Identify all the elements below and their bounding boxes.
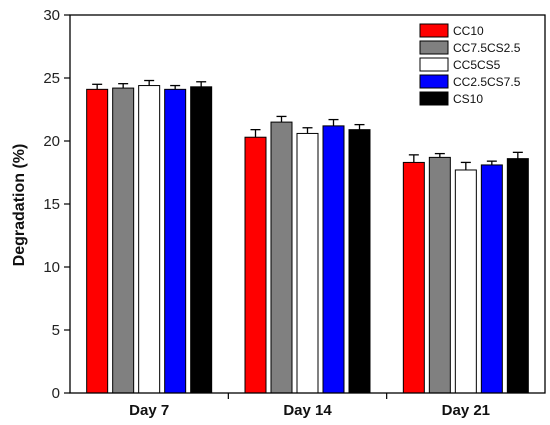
axes-layer: 0 5 10 15 20 25 30 Day 7 Day 14 Day 21 (43, 7, 546, 419)
y-tick-label: 20 (43, 133, 60, 150)
bars-layer (86, 79, 529, 394)
bar (244, 136, 267, 394)
legend-swatch (419, 40, 449, 55)
y-tick-label: 5 (52, 322, 60, 339)
bar (480, 164, 503, 394)
bar (296, 132, 319, 394)
legend-swatch (419, 74, 449, 89)
legend-label: CS10 (453, 92, 483, 106)
legend-swatch (419, 91, 449, 106)
bar (322, 125, 345, 394)
y-tick-label: 0 (52, 385, 60, 402)
x-tick-label: Day 14 (283, 402, 332, 419)
legend-swatch (419, 57, 449, 72)
bar (138, 85, 161, 394)
y-tick-label: 10 (43, 259, 60, 276)
legend: CC10 CC7.5CS2.5 CC5CS5 CC2.5CS7.5 CS10 (419, 23, 521, 106)
y-axis-title: Degradation (%) (11, 144, 28, 267)
bar (348, 129, 371, 394)
y-tick-label: 15 (43, 196, 60, 213)
bar (86, 88, 109, 394)
bar (112, 87, 135, 394)
legend-label: CC10 (453, 24, 484, 38)
x-tick-label: Day 7 (129, 402, 169, 419)
legend-swatch (419, 23, 449, 38)
x-tick-label: Day 21 (442, 402, 490, 419)
bar (190, 86, 213, 394)
bar (164, 88, 187, 394)
legend-label: CC2.5CS7.5 (453, 75, 521, 89)
bar (428, 156, 451, 394)
bar (402, 161, 425, 394)
legend-label: CC5CS5 (453, 58, 501, 72)
y-tick-label: 30 (43, 7, 60, 24)
legend-label: CC7.5CS2.5 (453, 41, 521, 55)
bar (270, 121, 293, 394)
y-tick-label: 25 (43, 70, 60, 87)
bar (454, 169, 477, 394)
bar (506, 158, 529, 394)
